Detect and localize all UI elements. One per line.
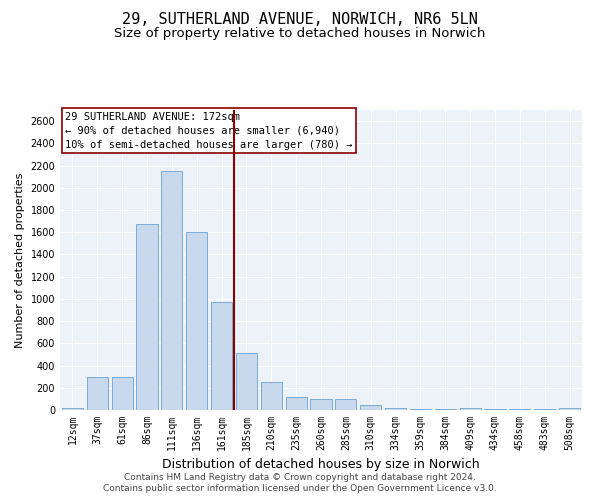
Bar [112,377,133,410]
X-axis label: Distribution of detached houses by size in Norwich: Distribution of detached houses by size … [162,458,480,471]
Bar [360,405,381,410]
Bar [186,232,207,410]
Bar [236,354,257,410]
Bar [161,171,182,410]
Text: 29, SUTHERLAND AVENUE, NORWICH, NR6 5LN: 29, SUTHERLAND AVENUE, NORWICH, NR6 5LN [122,12,478,28]
Bar [261,382,282,410]
Bar [310,399,332,410]
Bar [460,408,481,410]
Y-axis label: Number of detached properties: Number of detached properties [15,172,25,348]
Bar [286,396,307,410]
Bar [559,408,580,410]
Bar [410,409,431,410]
Text: 29 SUTHERLAND AVENUE: 172sqm
← 90% of detached houses are smaller (6,940)
10% of: 29 SUTHERLAND AVENUE: 172sqm ← 90% of de… [65,112,353,150]
Bar [335,399,356,410]
Bar [211,302,232,410]
Bar [87,377,108,410]
Bar [385,408,406,410]
Bar [136,224,158,410]
Bar [62,408,83,410]
Text: Contains HM Land Registry data © Crown copyright and database right 2024.: Contains HM Land Registry data © Crown c… [124,472,476,482]
Text: Size of property relative to detached houses in Norwich: Size of property relative to detached ho… [115,28,485,40]
Text: Contains public sector information licensed under the Open Government Licence v3: Contains public sector information licen… [103,484,497,493]
